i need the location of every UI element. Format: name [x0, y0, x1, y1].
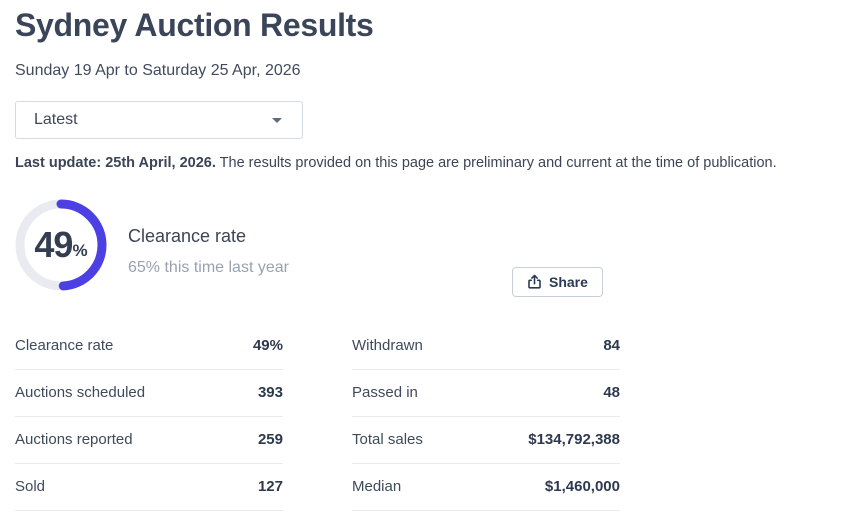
- stat-label: Sold: [15, 478, 46, 495]
- stats-column-right: Withdrawn 84 Passed in 48 Total sales $1…: [352, 323, 620, 511]
- last-update-note: Last update: 25th April, 2026. The resul…: [15, 153, 835, 173]
- gauge-comparison: 65% this time last year: [128, 258, 289, 276]
- share-button[interactable]: Share: [512, 267, 603, 297]
- stat-value: 48: [603, 384, 620, 401]
- last-update-text: The results provided on this page are pr…: [215, 155, 777, 171]
- period-dropdown-value: Latest: [34, 111, 78, 128]
- stat-value: 49%: [252, 337, 283, 354]
- last-update-date: Last update: 25th April, 2026.: [15, 155, 216, 171]
- share-button-label: Share: [549, 274, 588, 290]
- stat-label: Passed in: [352, 384, 418, 401]
- stats-table: Clearance rate 49% Auctions scheduled 39…: [15, 323, 835, 511]
- share-upload-icon: [528, 274, 541, 289]
- page-title: Sydney Auction Results: [15, 7, 374, 43]
- stat-value: 393: [257, 384, 283, 401]
- stat-row-median: Median $1,460,000: [352, 464, 620, 511]
- stats-column-left: Clearance rate 49% Auctions scheduled 39…: [15, 323, 283, 511]
- gauge-ring: [15, 199, 107, 291]
- gauge-value: 49%: [15, 199, 107, 291]
- gauge-value-number: 49: [34, 224, 73, 265]
- chevron-down-icon: [272, 117, 282, 123]
- stat-row-withdrawn: Withdrawn 84: [352, 323, 620, 370]
- stat-value: $134,792,388: [528, 431, 620, 448]
- clearance-gauge: 49%: [15, 199, 107, 291]
- gauge-caption: Clearance rate 65% this time last year: [128, 226, 289, 277]
- stat-row-clearance-rate: Clearance rate 49%: [15, 323, 283, 370]
- stat-row-auctions-scheduled: Auctions scheduled 393: [15, 370, 283, 417]
- stat-label: Auctions scheduled: [15, 384, 146, 401]
- clearance-gauge-section: 49% Clearance rate 65% this time last ye…: [15, 199, 835, 291]
- stat-value: 84: [603, 337, 620, 354]
- stat-row-total-sales: Total sales $134,792,388: [352, 417, 620, 464]
- stat-value: $1,460,000: [544, 478, 620, 495]
- stat-value: 127: [257, 478, 283, 495]
- stat-row-passed-in: Passed in 48: [352, 370, 620, 417]
- stat-label: Median: [352, 478, 402, 495]
- stat-label: Auctions reported: [15, 431, 133, 448]
- stat-value: 259: [257, 431, 283, 448]
- stat-label: Withdrawn: [352, 337, 423, 354]
- stat-row-auctions-reported: Auctions reported 259: [15, 417, 283, 464]
- period-dropdown[interactable]: Latest: [15, 101, 303, 139]
- date-range: Sunday 19 Apr to Saturday 25 Apr, 2026: [15, 62, 301, 79]
- stat-row-sold: Sold 127: [15, 464, 283, 511]
- stat-label: Clearance rate: [15, 337, 114, 354]
- stat-label: Total sales: [352, 431, 423, 448]
- gauge-label: Clearance rate: [128, 225, 247, 246]
- gauge-arc: [15, 199, 107, 291]
- gauge-value-unit: %: [72, 241, 88, 260]
